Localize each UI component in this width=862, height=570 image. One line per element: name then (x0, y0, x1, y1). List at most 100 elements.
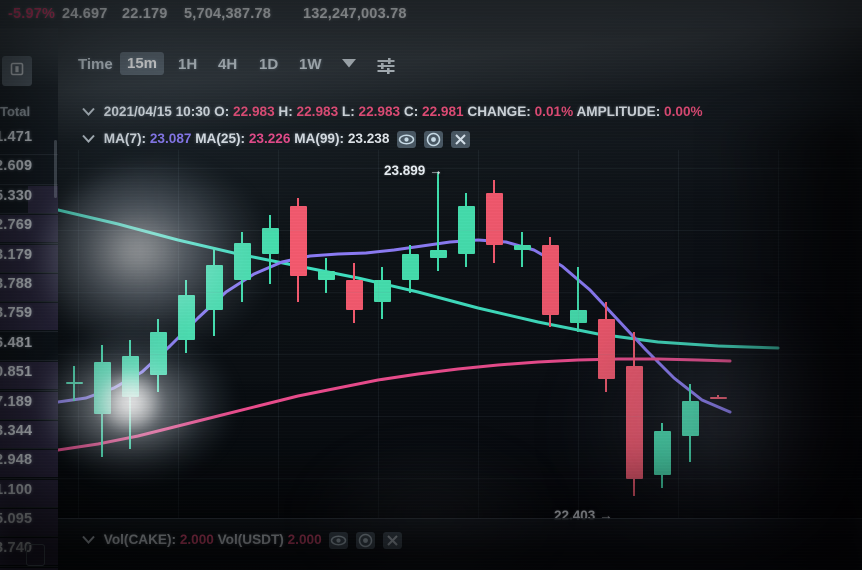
order-book-row[interactable]: 0.851 (0, 361, 58, 391)
market-ticker-bar: -5.97% 24.697 22.179 5,704,387.78 132,24… (0, 0, 862, 28)
order-total-value: 3.344 (0, 422, 33, 439)
volume-base-label: Vol(CAKE): (103, 532, 177, 548)
chart-gridlines (58, 150, 862, 518)
row-divider (0, 448, 58, 450)
order-total-value: 3.788 (0, 275, 33, 292)
ohlc-close-value: 22.981 (422, 104, 464, 119)
chart-toolbar[interactable]: Time 15m 1H 4H 1D 1W (58, 44, 862, 96)
order-book-row[interactable]: 7.189 (0, 391, 58, 420)
ticker-volume-base: 5,704,387.78 (184, 6, 272, 22)
gridline-vertical (478, 150, 479, 518)
row-divider (0, 389, 58, 391)
candle-body (373, 279, 391, 302)
ohlc-low-value: 22.983 (358, 104, 401, 119)
order-book-row[interactable]: 6.481 (0, 332, 58, 362)
ohlc-open-value: 22.983 (233, 104, 275, 119)
order-book-sidebar[interactable]: Total 1.471 2.609 5.330 2.769 3.179 3.788 3.75… (0, 28, 58, 570)
gridline-horizontal (58, 168, 862, 169)
sidebar-bottom-icon[interactable] (26, 544, 45, 566)
candle-body (597, 318, 615, 380)
order-book-row[interactable]: 3.759 (0, 302, 58, 332)
order-total-value: 5.095 (0, 511, 33, 528)
chevron-down-icon[interactable] (82, 131, 95, 146)
order-total-value: 7.189 (0, 393, 33, 410)
candlestick (345, 262, 363, 324)
chart-settings-icon[interactable] (376, 56, 396, 80)
order-book-row[interactable]: 1.100 (0, 479, 58, 509)
close-icon[interactable] (382, 532, 402, 549)
target-eye-icon[interactable] (423, 131, 443, 148)
row-divider (0, 213, 58, 215)
order-book-row[interactable]: 2.948 (0, 449, 58, 479)
gridline-vertical (578, 150, 579, 518)
row-divider (0, 418, 58, 420)
row-divider (0, 301, 58, 303)
ohlc-high-label: H: (278, 104, 293, 119)
gridline-horizontal (58, 416, 862, 417)
ma99-value: 23.238 (347, 131, 390, 147)
orderbook-icon (9, 61, 25, 82)
row-divider (0, 242, 58, 244)
candlestick (429, 171, 447, 272)
orderbook-total-header: Total (0, 104, 31, 119)
order-total-value: 5.330 (0, 187, 33, 204)
volume-quote-label: Vol(USDT) (217, 532, 284, 548)
target-eye-icon[interactable] (356, 532, 376, 549)
order-book-row[interactable]: 1.471 (0, 126, 58, 156)
candlestick (317, 258, 335, 293)
timeframe-1w[interactable]: 1W (299, 56, 322, 73)
row-divider (0, 360, 58, 362)
candle-body (569, 310, 587, 324)
order-total-value: 1.100 (0, 481, 33, 498)
gridline-vertical (378, 150, 379, 518)
orderbook-layout-button[interactable] (2, 56, 32, 86)
row-divider (0, 183, 58, 185)
ohlc-close-label: C: (403, 104, 419, 119)
row-divider (0, 154, 58, 156)
order-book-row[interactable]: 2.609 (0, 155, 58, 185)
candle-wick (437, 171, 439, 272)
order-total-value: 1.471 (0, 129, 33, 145)
ohlc-open-label: O: (214, 104, 230, 119)
order-book-rows[interactable]: 1.471 2.609 5.330 2.769 3.179 3.788 3.759 6.481… (0, 126, 58, 570)
volume-quote-value: 2.000 (287, 532, 322, 548)
ticker-24h-low: 22.179 (122, 6, 168, 22)
ticker-volume-quote: 132,247,003.78 (303, 6, 407, 22)
candlestick (485, 180, 503, 263)
volume-indicator-bar[interactable]: Vol(CAKE): 2.000 Vol(USDT) 2.000 (58, 518, 862, 570)
ma25-label: MA(25): (195, 131, 246, 147)
order-book-row[interactable]: 5.330 (0, 185, 58, 215)
eye-icon[interactable] (329, 532, 349, 549)
close-icon[interactable] (450, 131, 470, 148)
timeframe-1h[interactable]: 1H (178, 56, 198, 73)
timeframe-4h[interactable]: 4H (218, 56, 238, 73)
order-book-row[interactable]: 5.095 (0, 508, 58, 538)
chevron-down-icon[interactable] (82, 532, 95, 547)
order-total-value: 6.481 (0, 334, 33, 351)
ma99-label: MA(99): (294, 131, 345, 147)
chevron-down-icon[interactable] (341, 56, 357, 73)
volume-divider (58, 518, 862, 519)
sidebar-scrollbar[interactable] (54, 140, 57, 198)
candle-body (345, 279, 363, 311)
order-total-value: 2.609 (0, 158, 33, 175)
timeframe-1d[interactable]: 1D (259, 56, 279, 73)
eye-icon[interactable] (397, 131, 417, 148)
order-book-row[interactable]: 3.788 (0, 273, 58, 303)
ticker-change-percent: -5.97% (8, 6, 56, 22)
order-book-row[interactable]: 3.344 (0, 420, 58, 450)
candlestick (597, 301, 615, 393)
timeframe-15m[interactable]: 15m (120, 52, 165, 75)
chevron-down-icon[interactable] (82, 104, 95, 119)
volume-base-value: 2.000 (179, 532, 214, 548)
ohlc-legend: 2021/04/15 10:30 O: 22.983 H: 22.983 L: … (82, 104, 703, 119)
candle-body (457, 206, 475, 254)
order-book-row[interactable]: 2.769 (0, 214, 58, 244)
toolbar-time-label[interactable]: Time (78, 56, 113, 73)
gridline-horizontal (58, 354, 862, 355)
order-book-row[interactable]: 3.179 (0, 244, 58, 273)
candle-body (289, 206, 307, 276)
ohlc-high-value: 22.983 (296, 104, 339, 119)
period-high-annotation: 23.899 → (384, 163, 443, 178)
